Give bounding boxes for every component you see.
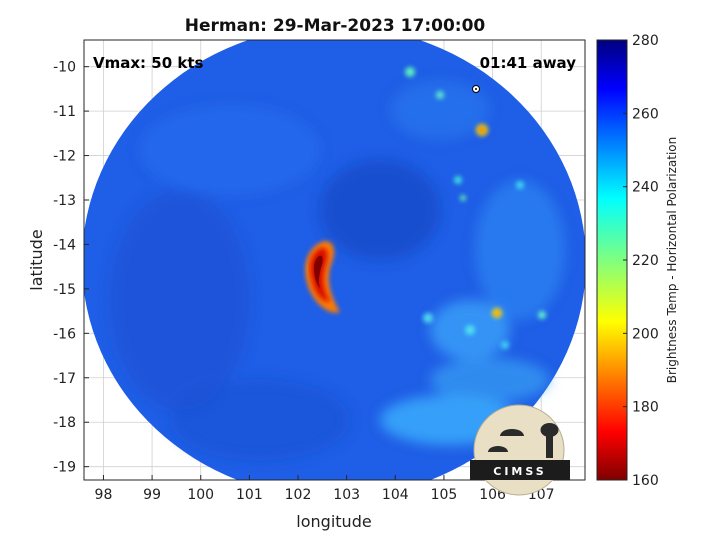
y-axis-label: latitude (27, 229, 46, 290)
y-tick-label: -14 (53, 237, 76, 253)
x-tick-label: 100 (187, 487, 214, 503)
colorbar-ticks: 280 260 240 220 200 180 160 (623, 33, 659, 489)
swath-layer (84, 40, 585, 480)
cimss-logo: CIMSS (470, 404, 570, 496)
y-tick-label: -12 (53, 149, 76, 165)
colorbar (596, 39, 628, 481)
y-tick-label: -19 (53, 460, 76, 476)
water-tower-icon (546, 430, 553, 458)
x-tick-label: 105 (431, 487, 458, 503)
chart-title: Herman: 29-Mar-2023 17:00:00 (185, 16, 486, 36)
satellite-dish-icon (500, 429, 524, 436)
x-tick-label: 104 (382, 487, 409, 503)
y-tick-label: -16 (53, 326, 76, 342)
colorbar-tick-label: 240 (632, 180, 659, 196)
colorbar-tick-label: 200 (632, 326, 659, 342)
storm-center-marker (472, 85, 480, 93)
convective-spots (405, 67, 546, 349)
colorbar-tick-label: 220 (632, 253, 659, 269)
colorbar-label: Brightness Temp - Horizontal Polarizatio… (665, 137, 679, 384)
colorbar-tick-label: 280 (632, 33, 659, 49)
y-tick-label: -13 (53, 193, 76, 209)
x-tick-label: 102 (285, 487, 312, 503)
x-tick-label: 103 (333, 487, 360, 503)
y-tick-label: -15 (53, 282, 76, 298)
x-axis-label: longitude (296, 512, 371, 531)
x-tick-label: 101 (236, 487, 263, 503)
y-axis-ticks: -10 -11 -12 -13 -14 -15 -16 -17 -18 -19 (53, 60, 89, 476)
colorbar-tick-label: 160 (632, 473, 659, 489)
x-tick-label: 99 (143, 487, 161, 503)
logo-text: CIMSS (493, 465, 546, 478)
swath-texture (110, 80, 565, 460)
colorbar-tick-label: 180 (632, 400, 659, 416)
vmax-annotation: Vmax: 50 kts (93, 54, 203, 72)
axes-frame (83, 39, 586, 481)
x-tick-label: 98 (95, 487, 113, 503)
colorbar-tick-label: 260 (632, 106, 659, 122)
y-tick-label: -18 (53, 415, 76, 431)
x-axis-ticks: 98 99 100 101 102 103 104 105 106 107 (95, 475, 555, 503)
y-tick-label: -17 (53, 371, 76, 387)
y-tick-label: -11 (53, 104, 76, 120)
cold-core (305, 241, 340, 313)
time-away-annotation: 01:41 away (480, 54, 577, 72)
y-tick-label: -10 (53, 60, 76, 76)
